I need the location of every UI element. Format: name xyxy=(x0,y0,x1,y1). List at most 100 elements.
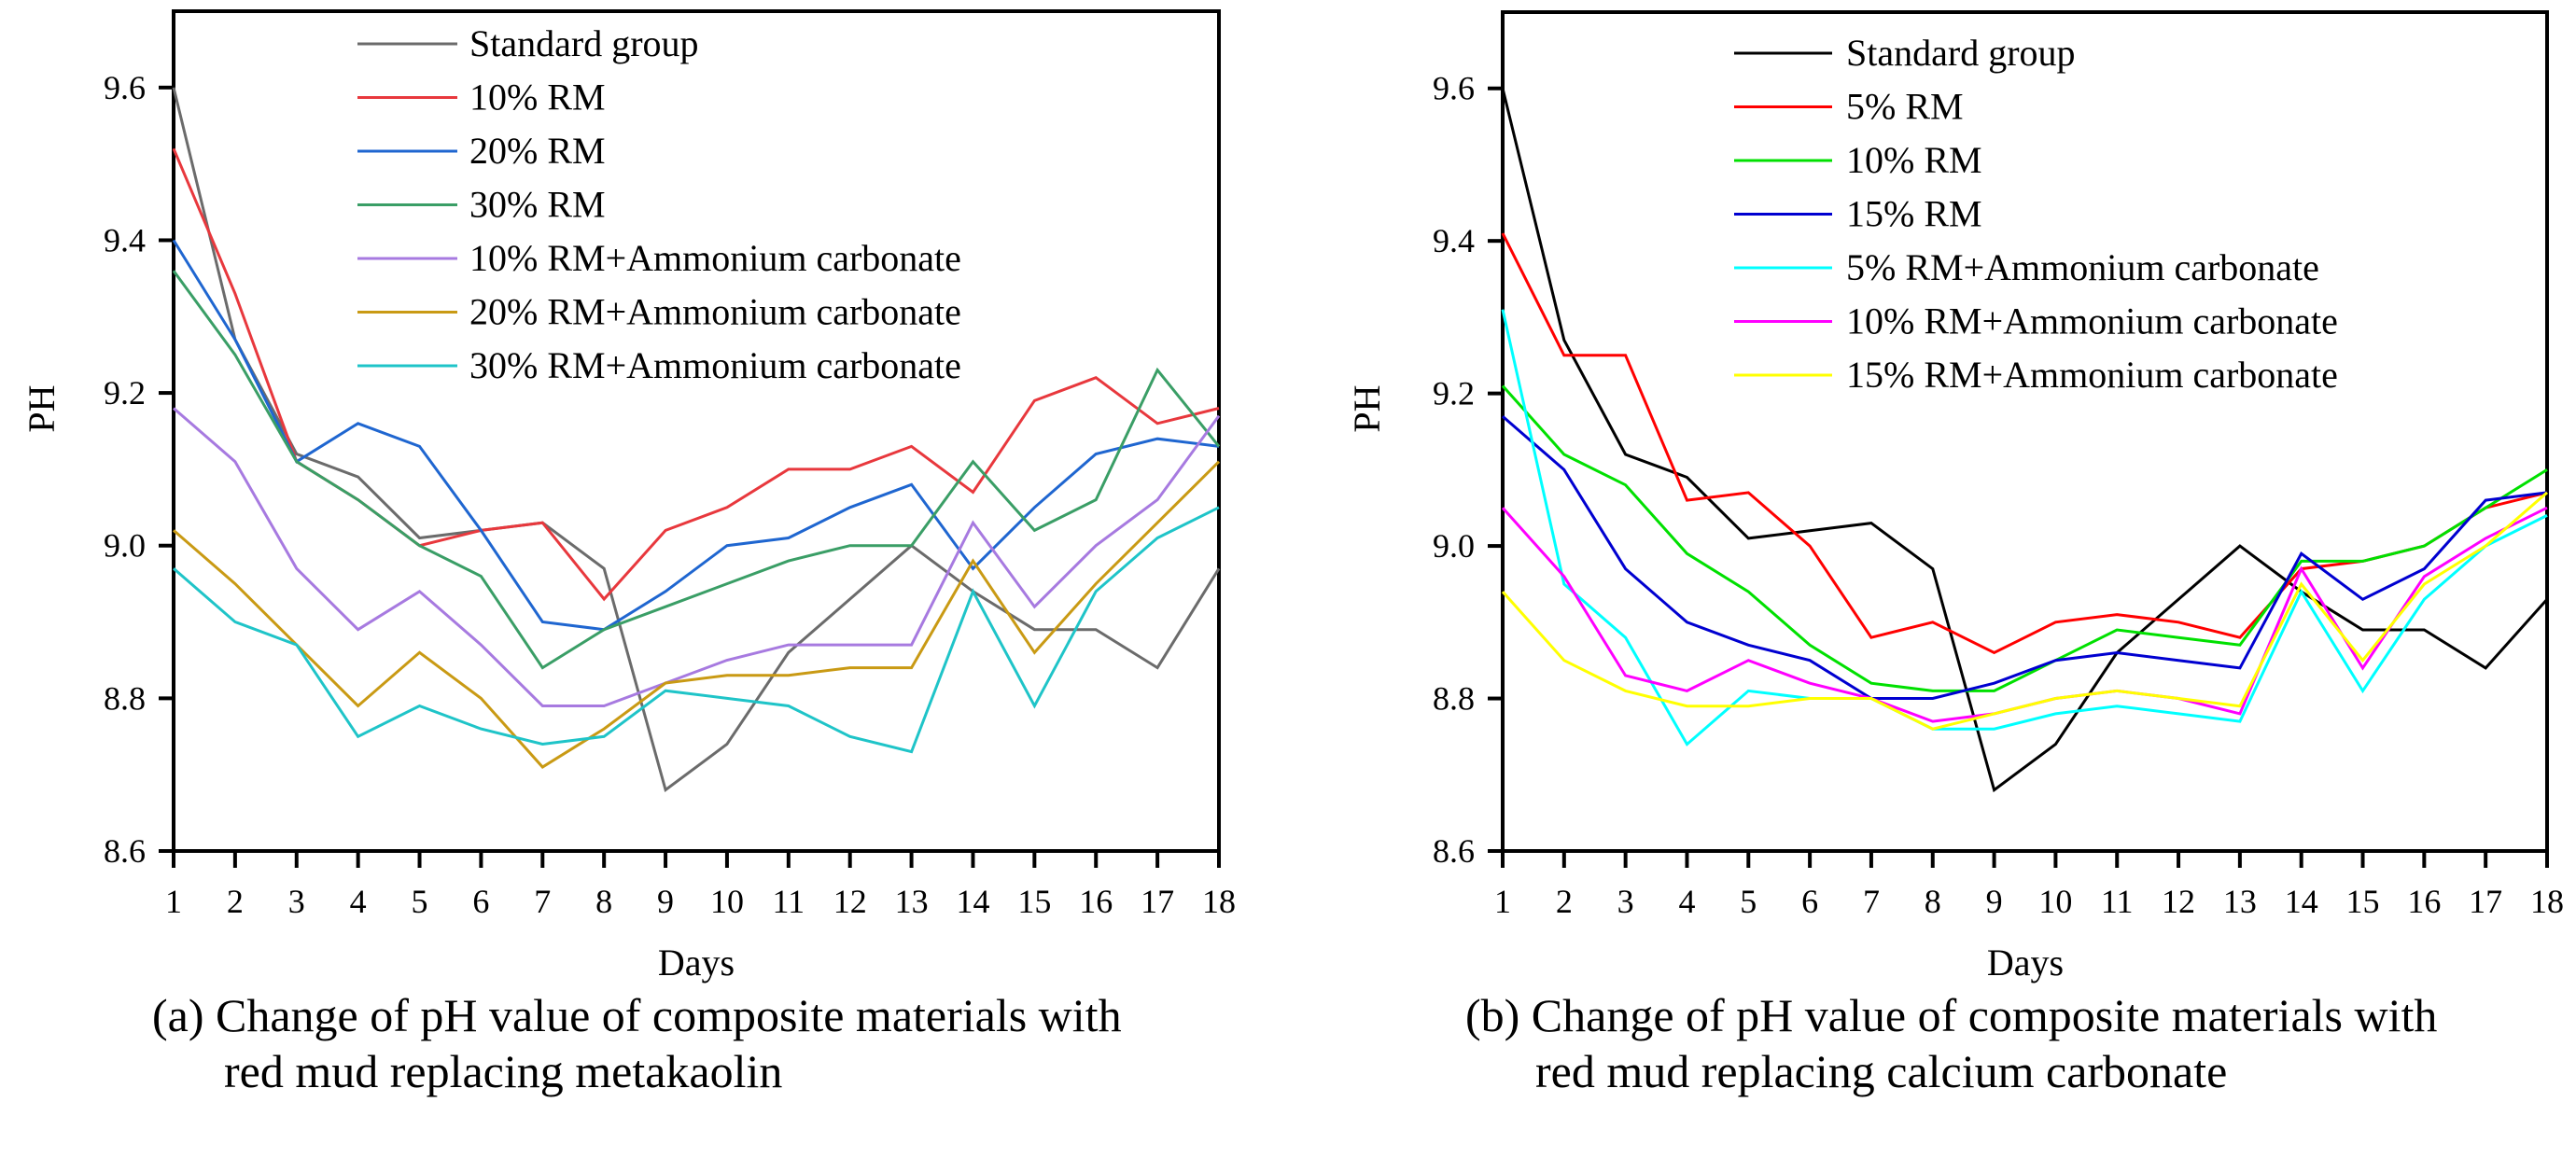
x-tick-label: 11 xyxy=(2101,883,2134,920)
data-point xyxy=(1562,659,1565,662)
data-point xyxy=(1931,621,1934,623)
data-point xyxy=(1156,666,1159,669)
data-point xyxy=(1809,659,1812,662)
data-point xyxy=(2116,628,2119,631)
series-2 xyxy=(1501,384,2548,692)
data-point xyxy=(1033,399,1036,402)
figure-caption-line: (b) Change of pH value of composite mate… xyxy=(1465,989,2437,1041)
data-point xyxy=(1993,728,1995,731)
data-point xyxy=(1686,552,1688,555)
data-point xyxy=(541,522,544,524)
data-point xyxy=(1809,545,1812,548)
data-point xyxy=(1931,690,1934,692)
data-point xyxy=(2116,705,2119,707)
data-point xyxy=(2361,659,2364,662)
data-point xyxy=(1095,453,1098,455)
data-point xyxy=(1624,567,1627,570)
legend-label: 10% RM xyxy=(1846,139,1982,181)
data-point xyxy=(418,544,421,547)
legend-label: 5% RM xyxy=(1846,86,1964,128)
legend-label: 15% RM xyxy=(1846,193,1982,235)
data-point xyxy=(1747,591,1750,593)
data-point xyxy=(2238,644,2241,647)
data-point xyxy=(1562,575,1565,578)
data-point xyxy=(910,750,913,753)
data-point xyxy=(2177,712,2180,715)
data-point xyxy=(2546,598,2549,601)
data-point xyxy=(1033,506,1036,509)
data-point xyxy=(1931,728,1934,731)
data-point xyxy=(1747,659,1750,662)
legend-label: 5% RM+Ammonium carbonate xyxy=(1846,246,2319,288)
data-point xyxy=(2238,636,2241,639)
data-point xyxy=(233,338,236,341)
data-point xyxy=(725,697,728,700)
series-line xyxy=(173,506,1220,754)
data-point xyxy=(665,529,667,532)
x-tick-label: 17 xyxy=(2469,883,2502,920)
data-point xyxy=(418,651,421,654)
data-point xyxy=(1095,498,1098,501)
x-tick-label: 2 xyxy=(227,883,244,920)
data-point xyxy=(2177,697,2180,700)
data-point xyxy=(2177,636,2180,639)
data-point xyxy=(910,544,913,547)
y-tick-label: 9.0 xyxy=(1433,527,1475,565)
data-point xyxy=(2485,537,2487,539)
x-tick-label: 6 xyxy=(1801,883,1818,920)
series-2 xyxy=(172,239,1220,632)
x-tick-label: 3 xyxy=(288,883,305,920)
legend-item: 10% RM xyxy=(1734,139,1982,181)
data-point xyxy=(173,86,175,89)
data-point xyxy=(2546,514,2549,517)
series-line xyxy=(1501,232,2548,655)
data-point xyxy=(2423,545,2426,548)
panel-a: 8.68.89.09.29.49.61 2 3 4 5 6 7 8 9 10 11 12 13 14 15 1… xyxy=(21,9,1236,1097)
x-tick-label: 10 xyxy=(710,883,744,920)
data-point xyxy=(2546,491,2549,494)
legend-label: 20% RM+Ammonium carbonate xyxy=(469,291,961,333)
data-point xyxy=(1218,506,1221,509)
data-point xyxy=(2054,659,2057,662)
series-5 xyxy=(173,460,1221,769)
x-tick-label: 12 xyxy=(2162,883,2195,920)
data-point xyxy=(2423,582,2426,585)
series-5 xyxy=(1501,506,2548,723)
data-point xyxy=(2361,690,2364,692)
legend-item: 15% RM+Ammonium carbonate xyxy=(1734,354,2338,396)
series-line xyxy=(172,239,1220,632)
data-point xyxy=(848,644,851,647)
figure-caption-line: (a) Change of pH value of composite mate… xyxy=(152,989,1122,1041)
data-point xyxy=(2361,666,2364,669)
data-point xyxy=(2300,582,2303,585)
data-point xyxy=(1156,498,1159,501)
data-point xyxy=(2361,628,2364,631)
data-point xyxy=(2238,712,2241,715)
data-point xyxy=(1562,339,1565,342)
data-point xyxy=(1624,636,1627,639)
data-point xyxy=(1747,537,1750,539)
data-point xyxy=(2238,545,2241,548)
data-point xyxy=(1502,87,1505,90)
data-point xyxy=(357,422,359,425)
data-point xyxy=(1686,499,1688,502)
x-tick-label: 9 xyxy=(1986,883,2003,920)
data-point xyxy=(541,621,544,623)
x-tick-label: 5 xyxy=(1740,883,1757,920)
series-line xyxy=(1502,415,2548,700)
series-line xyxy=(1501,506,2548,723)
y-axis-title: PH xyxy=(1346,384,1388,432)
data-point xyxy=(480,697,483,700)
series-line xyxy=(173,460,1221,769)
data-point xyxy=(910,666,913,669)
legend-label: 10% RM+Ammonium carbonate xyxy=(1846,300,2338,342)
data-point xyxy=(295,567,298,570)
data-point xyxy=(480,529,483,532)
data-point xyxy=(233,354,236,356)
x-tick-label: 4 xyxy=(350,883,367,920)
series-line xyxy=(172,270,1221,670)
data-point xyxy=(1095,544,1098,547)
data-point xyxy=(1869,682,1872,685)
data-point xyxy=(1747,705,1750,707)
data-point xyxy=(1809,644,1812,647)
